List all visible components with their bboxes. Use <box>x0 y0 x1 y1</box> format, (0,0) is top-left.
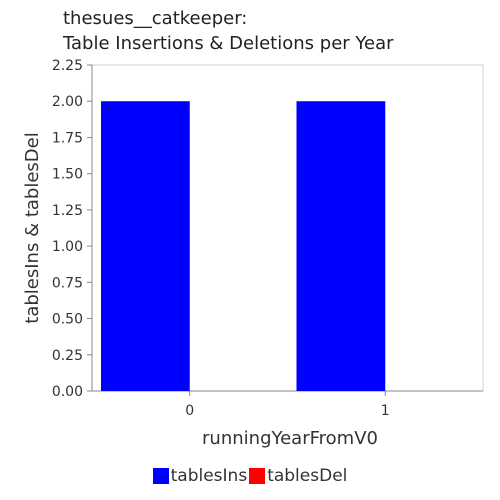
x-axis-label: runningYearFromV0 <box>202 428 378 449</box>
chart-title-line-1: thesues__catkeeper: <box>63 8 248 29</box>
y-tick-label: 0.25 <box>52 348 83 364</box>
legend-item-tablesDel: tablesDel <box>249 466 347 486</box>
y-tick-label: 1.75 <box>52 130 83 146</box>
y-tick-label: 0.00 <box>52 384 83 400</box>
legend-swatch <box>249 468 266 484</box>
y-tick-label: 1.00 <box>52 239 83 255</box>
y-tick-label: 2.00 <box>52 94 83 110</box>
bar-tablesIns-1 <box>296 101 386 391</box>
y-tick-label: 1.25 <box>52 203 83 219</box>
legend-swatch <box>152 468 169 484</box>
legend-item-tablesIns: tablesIns <box>152 466 248 486</box>
legend-label: tablesIns <box>170 466 248 486</box>
bars <box>101 101 386 391</box>
y-tick-label: 2.25 <box>52 58 83 74</box>
y-tick-label: 0.75 <box>52 275 83 291</box>
legend-label: tablesDel <box>267 466 348 486</box>
legend: tablesIns tablesDel <box>0 466 500 489</box>
y-tick-label: 0.50 <box>52 312 83 328</box>
x-tick-label: 0 <box>185 403 194 419</box>
chart-title-line-2: Table Insertions & Deletions per Year <box>63 33 394 54</box>
bar-tablesIns-0 <box>101 101 190 391</box>
chart-title: thesues__catkeeper: Table Insertions & D… <box>63 6 394 56</box>
y-tick-label: 1.50 <box>52 167 83 183</box>
y-axis: 0.00 0.25 0.50 0.75 1.00 1.25 1.50 1.75 2.00 2.25 <box>52 58 93 400</box>
x-tick-label: 1 <box>381 403 390 419</box>
y-axis-label: tablesIns & tablesDel <box>22 132 43 323</box>
